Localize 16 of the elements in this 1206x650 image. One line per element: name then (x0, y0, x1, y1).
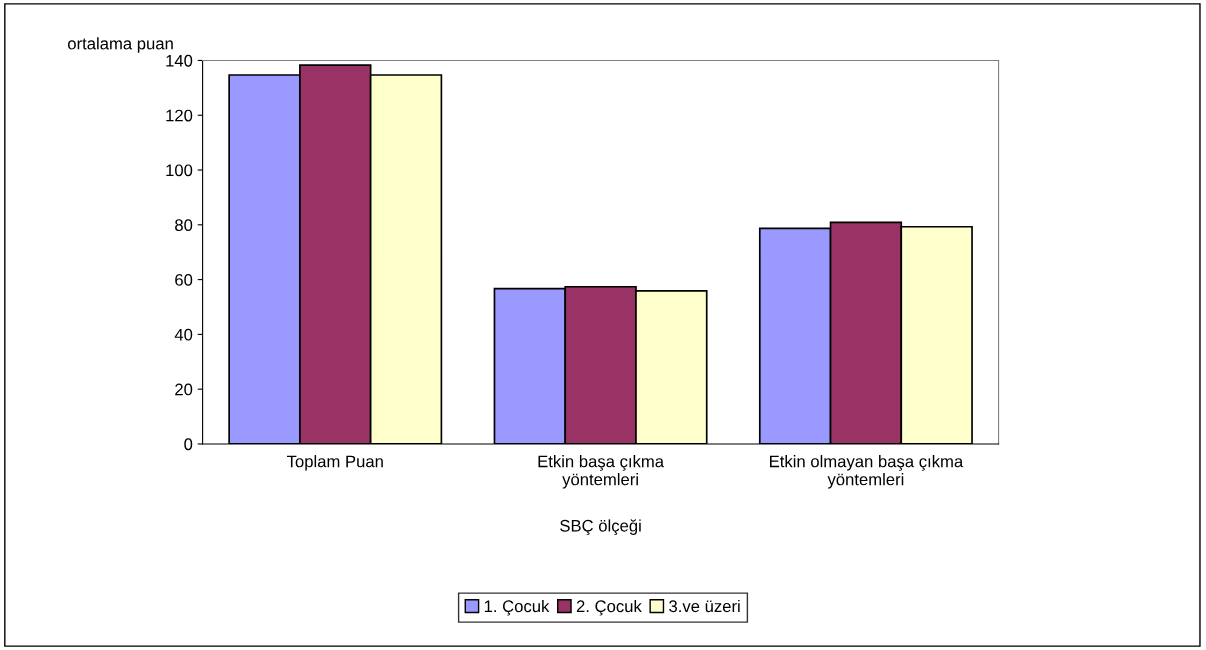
x-tick-label: Etkin olmayan başa çıkma yöntemleri (770, 455, 964, 489)
y-tick-label: 140 (166, 54, 193, 67)
y-tick-label: 80 (175, 219, 193, 232)
y-tick-label: 20 (175, 383, 193, 396)
y-tick-label: 40 (174, 328, 193, 341)
y-axis-title: ortalama puan (68, 37, 173, 53)
legend-label: 2. Çocuk (576, 599, 642, 616)
legend-label: 3.ve üzeri (669, 599, 740, 613)
y-tick-label: 120 (166, 109, 193, 122)
y-tick-label: 100 (166, 164, 193, 177)
y-tick-label: 0 (184, 438, 193, 451)
x-tick-label: Etkin başa çıkma yöntemleri (538, 455, 665, 489)
x-axis-title: SBÇ ölçeği (560, 519, 641, 535)
legend-label: 1. Çocuk (484, 599, 550, 616)
y-tick-label: 60 (175, 273, 193, 286)
x-tick-label: Toplam Puan (287, 455, 383, 471)
